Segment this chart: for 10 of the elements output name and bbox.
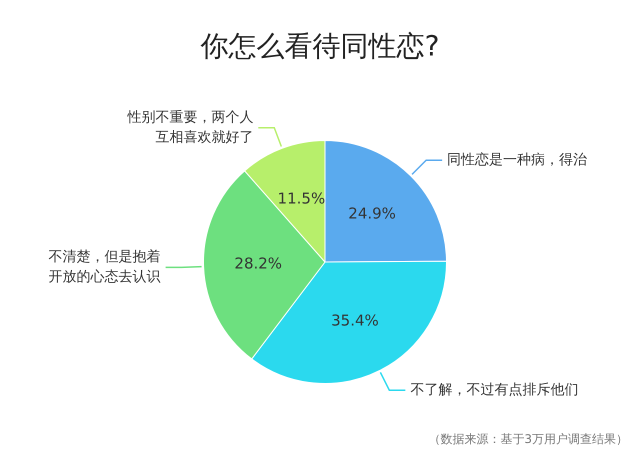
data-label: 11.5%: [278, 189, 326, 208]
slice-label: 不清楚，但是抱着开放的心态去认识: [48, 249, 161, 286]
slice-label: 性别不重要，两个人互相喜欢就好了: [126, 109, 254, 146]
text: （数据来源：基于3万用户调查结果）: [428, 432, 628, 446]
chart-title: 你怎么看待同性恋?: [200, 29, 440, 62]
data-label: 35.4%: [331, 312, 379, 330]
slice-label: 不了解，不过有点排斥他们: [410, 382, 578, 398]
data-label: 24.9%: [348, 204, 396, 222]
slice-label: 同性恋是一种病，得治: [447, 152, 588, 168]
data-label: 28.2%: [234, 254, 282, 272]
